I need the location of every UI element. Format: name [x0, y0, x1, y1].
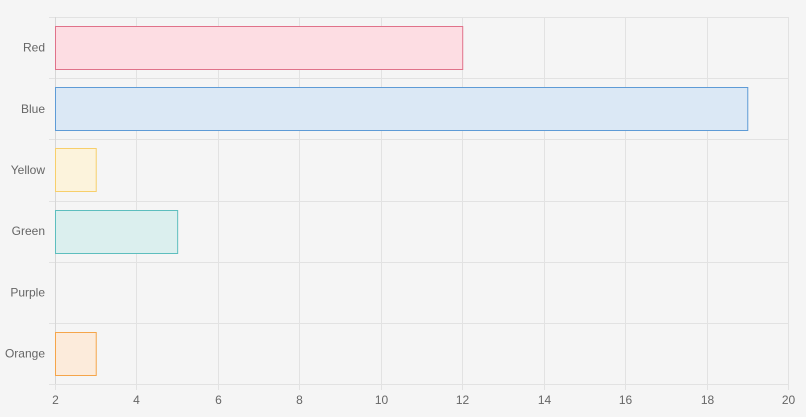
x-tick-label: 18 [701, 393, 715, 407]
y-tick-label-orange: Orange [5, 346, 45, 360]
x-tick-label: 14 [538, 393, 552, 407]
x-tick-label: 20 [782, 393, 796, 407]
y-tick-label-purple: Purple [10, 285, 45, 299]
x-tick-label: 10 [375, 393, 389, 407]
x-tick-label: 12 [456, 393, 470, 407]
bars [55, 26, 749, 376]
y-tick-label-blue: Blue [21, 102, 45, 116]
bar-yellow[interactable] [55, 148, 97, 192]
x-tick-label: 8 [296, 393, 303, 407]
y-tick-labels: Red Blue Yellow Green Purple Orange [5, 41, 45, 361]
bar-red[interactable] [55, 26, 464, 70]
bar-orange[interactable] [55, 332, 97, 376]
x-tick-label: 6 [215, 393, 222, 407]
bar-blue[interactable] [55, 87, 749, 131]
x-tick-label: 4 [133, 393, 140, 407]
y-tick-label-green: Green [12, 224, 45, 238]
x-tick-labels: 2 4 6 8 10 12 14 16 18 20 [52, 393, 795, 407]
grid [49, 17, 789, 390]
y-tick-label-yellow: Yellow [11, 163, 46, 177]
x-tick-label: 2 [52, 393, 59, 407]
y-tick-label-red: Red [23, 41, 45, 55]
x-tick-label: 16 [619, 393, 633, 407]
bar-green[interactable] [55, 210, 179, 254]
